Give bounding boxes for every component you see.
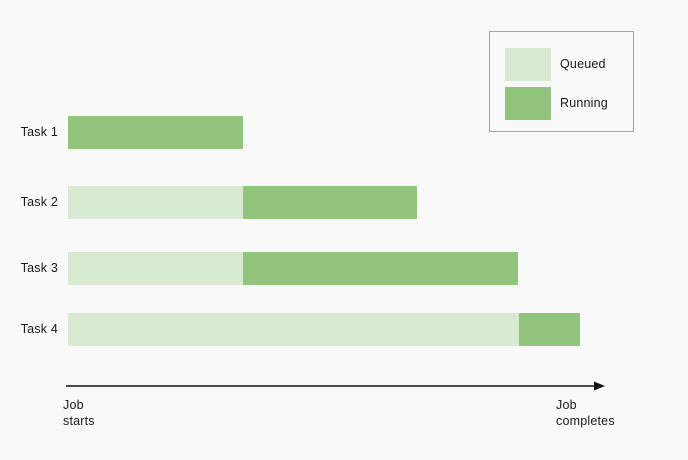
task-row: Task 1: [0, 116, 688, 149]
bar-segment-running: [519, 313, 580, 346]
task-label: Task 4: [20, 322, 58, 336]
task-row: Task 2: [0, 186, 688, 219]
task-label: Task 2: [20, 195, 58, 209]
legend-label: Queued: [560, 57, 606, 71]
axis-label-job-starts: Job starts: [63, 398, 95, 428]
bar-segment-running: [243, 252, 519, 285]
bar-segment-queued: [68, 252, 244, 285]
axis-label-job-completes: Job completes: [556, 398, 615, 428]
bar-segment-queued: [68, 186, 244, 219]
task-row: Task 4: [0, 313, 688, 346]
bar-segment-queued: [68, 313, 520, 346]
legend-label: Running: [560, 96, 608, 110]
legend: Queued Running: [489, 31, 634, 132]
legend-item-queued: Queued: [505, 48, 625, 81]
legend-swatch-queued: [505, 48, 551, 81]
bar-segment-running: [68, 116, 244, 149]
task-label: Task 3: [20, 261, 58, 275]
legend-swatch-running: [505, 87, 551, 120]
bar-segment-running: [243, 186, 418, 219]
task-row: Task 3: [0, 252, 688, 285]
legend-item-running: Running: [505, 87, 625, 120]
task-label: Task 1: [20, 125, 58, 139]
